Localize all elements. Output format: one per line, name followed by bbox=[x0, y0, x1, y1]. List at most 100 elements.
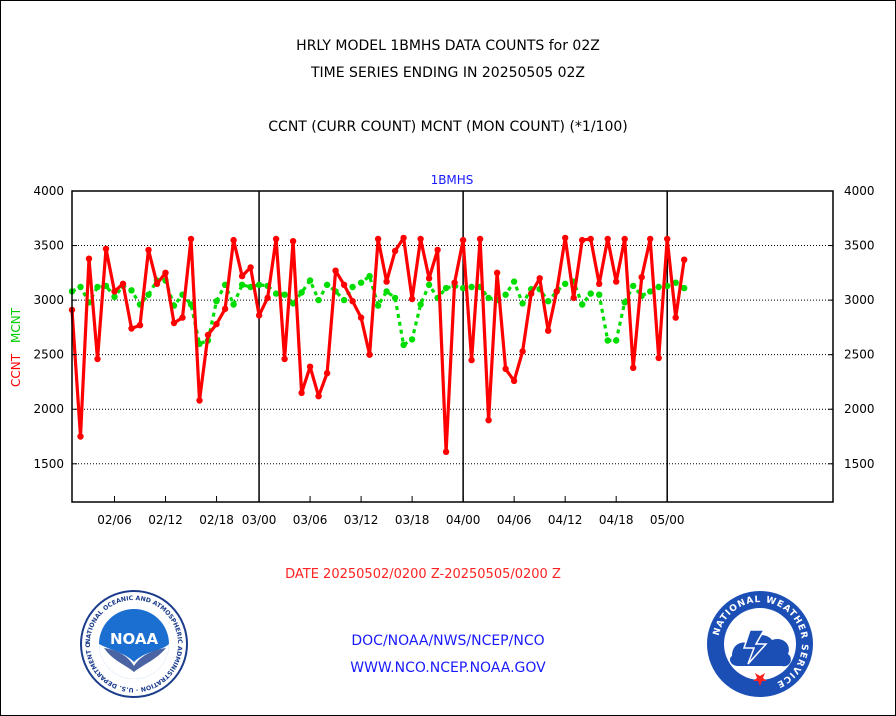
grid-layer bbox=[72, 245, 833, 465]
data-point-mcnt bbox=[664, 282, 671, 290]
data-point-ccnt bbox=[604, 235, 611, 243]
data-point-mcnt bbox=[145, 291, 152, 298]
data-point-ccnt bbox=[374, 235, 382, 243]
x-tick-label: 03/18 bbox=[395, 513, 430, 527]
y-tick-label-left: 2500 bbox=[33, 348, 64, 362]
y-tick-label-left: 4000 bbox=[33, 184, 64, 198]
footer-org-path: DOC/NOAA/NWS/NCEP/NCO bbox=[351, 633, 545, 649]
chart-legend-caption: CCNT (CURR COUNT) MCNT (MON COUNT) (*1/1… bbox=[268, 119, 628, 135]
data-point-ccnt bbox=[221, 305, 229, 313]
data-point-ccnt bbox=[315, 393, 322, 400]
noaa-wordmark: NOAA bbox=[110, 630, 159, 648]
chart-title-line2: TIME SERIES ENDING IN 20250505 02Z bbox=[311, 65, 585, 81]
data-point-ccnt bbox=[153, 280, 161, 287]
x-tick-label: 04/12 bbox=[548, 513, 583, 527]
x-tick-label: 02/06 bbox=[97, 513, 132, 527]
data-point-ccnt bbox=[451, 279, 458, 286]
y-tick-label-right: 3500 bbox=[844, 239, 875, 253]
data-point-mcnt bbox=[323, 281, 331, 288]
data-point-mcnt bbox=[459, 284, 467, 292]
data-point-ccnt bbox=[204, 331, 212, 339]
data-point-ccnt bbox=[476, 235, 484, 243]
plot-subtitle: 1BMHS bbox=[431, 173, 474, 187]
data-point-mcnt bbox=[281, 291, 288, 298]
data-point-mcnt bbox=[357, 279, 365, 286]
data-point-ccnt bbox=[553, 288, 560, 295]
data-point-mcnt bbox=[94, 283, 101, 291]
data-point-ccnt bbox=[579, 236, 586, 244]
data-point-ccnt bbox=[434, 246, 441, 254]
x-tick-label: 03/06 bbox=[293, 513, 328, 527]
data-point-mcnt bbox=[298, 289, 305, 296]
data-point-mcnt bbox=[425, 281, 433, 288]
data-point-ccnt bbox=[298, 389, 305, 397]
data-point-ccnt bbox=[400, 234, 407, 242]
y-tick-label-right: 3000 bbox=[844, 293, 875, 307]
data-point-ccnt bbox=[570, 294, 577, 302]
data-point-ccnt bbox=[323, 370, 331, 377]
data-point-ccnt bbox=[519, 348, 526, 355]
data-point-ccnt bbox=[391, 247, 399, 255]
data-point-ccnt bbox=[128, 325, 135, 332]
data-point-mcnt bbox=[621, 299, 628, 306]
data-point-ccnt bbox=[536, 275, 543, 282]
x-tick-label: 05/00 bbox=[650, 513, 685, 527]
data-point-mcnt bbox=[519, 300, 526, 307]
data-point-mcnt bbox=[289, 300, 297, 307]
y-tick-label-right: 2500 bbox=[844, 348, 875, 362]
data-point-mcnt bbox=[510, 278, 518, 285]
axis-layer: 1500 1500 2000 2000 2500 2500 3000 3000 3500 3500… bbox=[33, 184, 874, 527]
x-tick-label: 02/12 bbox=[148, 513, 183, 527]
data-point-mcnt bbox=[681, 284, 688, 292]
data-point-mcnt bbox=[596, 291, 603, 298]
data-point-mcnt bbox=[485, 294, 492, 302]
data-point-ccnt bbox=[417, 235, 424, 243]
data-point-ccnt bbox=[94, 355, 101, 363]
y-tick-label-right: 1500 bbox=[844, 457, 875, 471]
data-point-ccnt bbox=[681, 256, 688, 263]
data-point-ccnt bbox=[196, 397, 203, 404]
data-point-ccnt bbox=[119, 280, 127, 287]
data-point-mcnt bbox=[502, 291, 509, 298]
noaa-logo: NATIONAL OCEANIC AND ATMOSPHERIC ADMINIS… bbox=[80, 590, 188, 698]
y-tick-label-right: 4000 bbox=[844, 184, 875, 198]
data-point-ccnt bbox=[230, 236, 237, 244]
data-point-mcnt bbox=[655, 283, 662, 291]
footer-website-link[interactable]: WWW.NCO.NCEP.NOAA.GOV bbox=[350, 660, 546, 676]
data-point-mcnt bbox=[77, 283, 84, 291]
x-tick-label: 04/06 bbox=[497, 513, 532, 527]
data-point-mcnt bbox=[545, 298, 552, 305]
data-point-ccnt bbox=[85, 255, 93, 262]
data-point-ccnt bbox=[289, 238, 297, 245]
data-point-ccnt bbox=[647, 235, 654, 243]
series-line-ccnt bbox=[70, 236, 686, 454]
data-point-ccnt bbox=[562, 234, 569, 242]
data-point-mcnt bbox=[349, 283, 356, 291]
y-axis-label-ccnt: CCNT bbox=[9, 353, 23, 387]
data-point-mcnt bbox=[587, 290, 594, 297]
y-tick-label-left: 1500 bbox=[33, 457, 64, 471]
x-tick-label: 03/00 bbox=[242, 513, 277, 527]
data-point-ccnt bbox=[111, 288, 118, 295]
data-point-mcnt bbox=[128, 287, 135, 294]
data-point-ccnt bbox=[664, 235, 671, 243]
y-tick-label-left: 3500 bbox=[33, 239, 64, 253]
data-point-mcnt bbox=[468, 283, 475, 291]
data-point-mcnt bbox=[391, 294, 399, 302]
data-point-mcnt bbox=[213, 298, 220, 305]
data-point-ccnt bbox=[366, 351, 373, 358]
data-point-ccnt bbox=[213, 320, 220, 328]
data-point-mcnt bbox=[230, 301, 237, 308]
x-tick-label: 04/18 bbox=[599, 513, 634, 527]
data-point-ccnt bbox=[349, 298, 356, 305]
data-point-mcnt bbox=[315, 296, 322, 304]
data-point-ccnt bbox=[638, 274, 645, 281]
chart-title-line1: HRLY MODEL 1BMHS DATA COUNTS for 02Z bbox=[296, 38, 600, 54]
data-point-mcnt bbox=[579, 301, 586, 308]
y-tick-label-left: 2000 bbox=[33, 402, 64, 416]
data-point-ccnt bbox=[332, 267, 339, 274]
data-point-ccnt bbox=[162, 269, 169, 276]
data-point-ccnt bbox=[255, 312, 263, 319]
data-point-mcnt bbox=[340, 296, 348, 304]
data-point-mcnt bbox=[562, 280, 569, 287]
